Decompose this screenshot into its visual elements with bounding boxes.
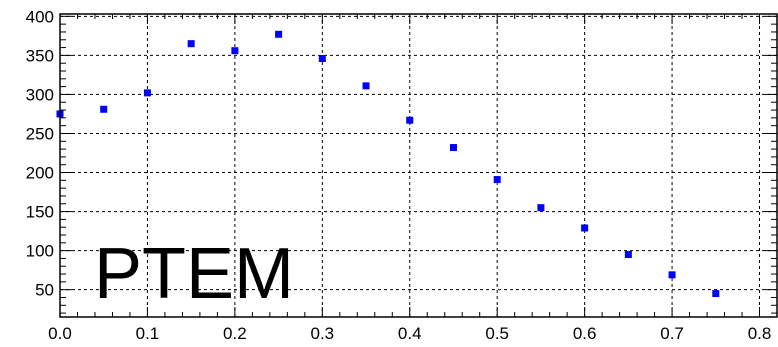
data-point bbox=[537, 204, 545, 212]
x-tick-label: 0.2 bbox=[223, 324, 247, 343]
x-tick-label: 0.0 bbox=[48, 324, 72, 343]
data-point bbox=[449, 144, 457, 152]
y-tick-label: 250 bbox=[26, 124, 54, 143]
x-tick-label: 0.3 bbox=[310, 324, 334, 343]
x-tick-label: 0.4 bbox=[398, 324, 422, 343]
plot-frame bbox=[59, 13, 778, 318]
data-point bbox=[143, 89, 151, 97]
data-point bbox=[581, 224, 589, 232]
ptem-annotation: PTEM bbox=[94, 234, 294, 314]
axis-ticks bbox=[59, 14, 777, 317]
y-tick-label: 150 bbox=[26, 203, 54, 222]
data-point bbox=[318, 55, 326, 63]
data-point bbox=[275, 30, 283, 38]
data-point bbox=[668, 271, 676, 279]
x-tick-label: 0.6 bbox=[573, 324, 597, 343]
data-point bbox=[624, 251, 632, 259]
y-tick-label: 350 bbox=[26, 46, 54, 65]
data-point bbox=[493, 176, 501, 184]
tick-labels: 0.0 0.1 0.2 0.3 0.4 0.5 0.6 0.7 0.8 50 100 150 200 25… bbox=[26, 7, 772, 343]
x-tick-label: 0.5 bbox=[485, 324, 509, 343]
data-point bbox=[231, 47, 239, 55]
data-point bbox=[100, 105, 108, 113]
data-point bbox=[362, 82, 370, 90]
data-point bbox=[406, 116, 414, 124]
grid-lines bbox=[59, 14, 777, 317]
y-tick-label: 200 bbox=[26, 164, 54, 183]
x-tick-label: 0.8 bbox=[748, 324, 772, 343]
x-tick-label: 0.7 bbox=[660, 324, 684, 343]
data-point bbox=[187, 40, 195, 48]
data-point bbox=[712, 290, 720, 298]
y-tick-label: 50 bbox=[35, 281, 54, 300]
y-tick-label: 400 bbox=[26, 7, 54, 26]
y-tick-label: 100 bbox=[26, 242, 54, 261]
y-tick-label: 300 bbox=[26, 85, 54, 104]
x-tick-label: 0.1 bbox=[136, 324, 160, 343]
